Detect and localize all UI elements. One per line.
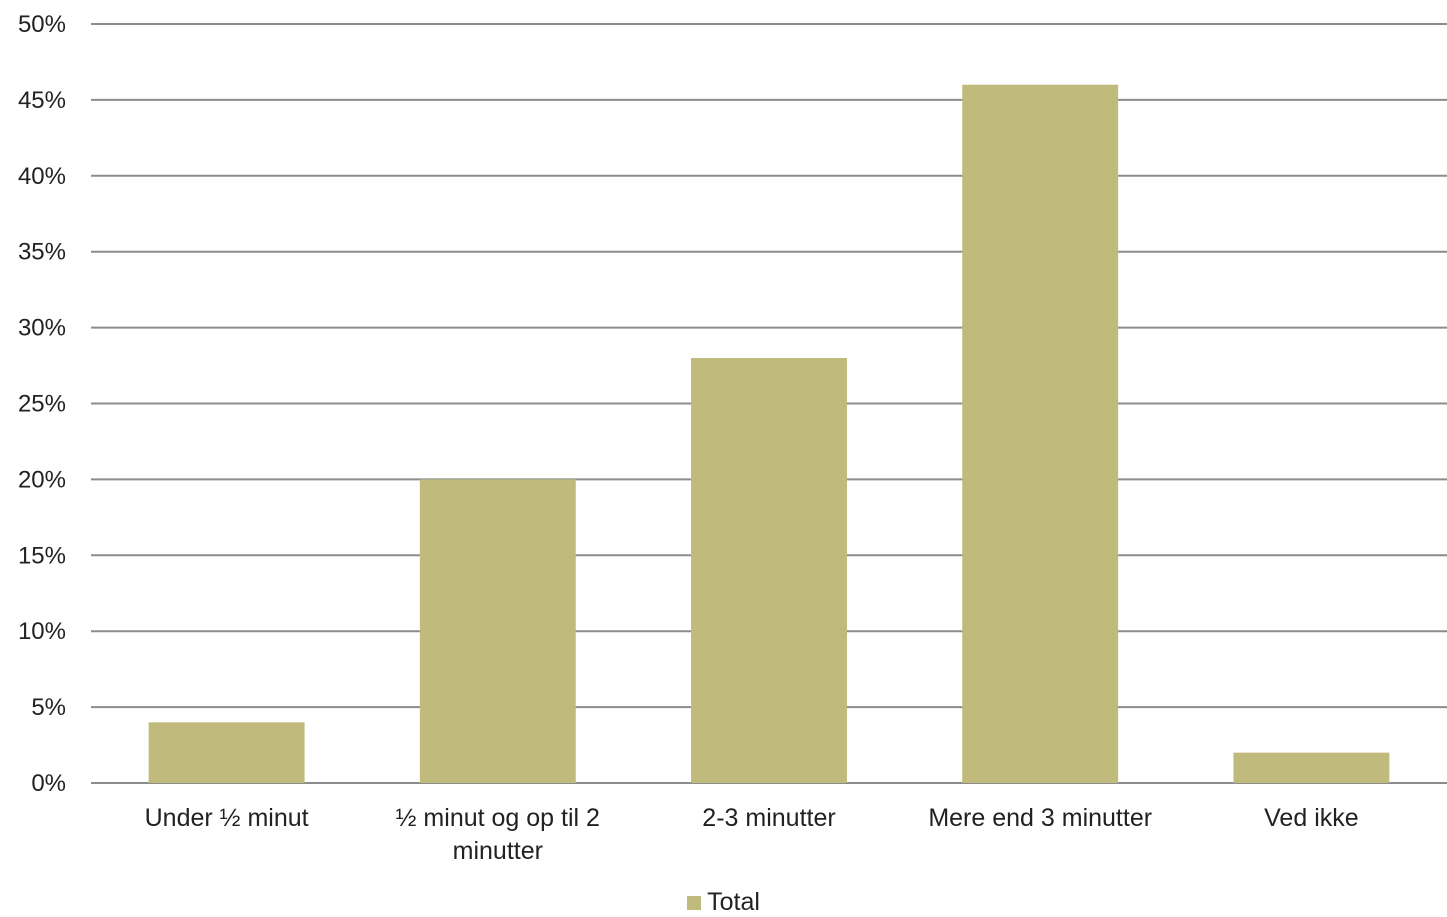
- legend: Total: [0, 888, 1447, 917]
- y-axis-tick-labels: 0% 5% 10% 15% 20% 25% 30% 35% 40% 45% 50%: [18, 11, 66, 797]
- y-tick-label: 0%: [31, 770, 66, 797]
- bar: [962, 84, 1119, 784]
- y-tick-label: 50%: [18, 11, 66, 38]
- x-category-label: ½ minut og op til 2 minutter: [396, 804, 600, 865]
- y-tick-label: 5%: [31, 694, 66, 721]
- y-tick-label: 30%: [18, 315, 66, 342]
- x-category-label: Mere end 3 minutter: [928, 804, 1152, 832]
- bar: [1233, 752, 1390, 783]
- legend-label-total: Total: [707, 888, 760, 916]
- y-tick-label: 10%: [18, 618, 66, 645]
- bars: [148, 84, 1390, 784]
- x-axis-category-labels: Under ½ minut ½ minut og op til 2 minutter…: [145, 804, 1359, 865]
- y-tick-label: 35%: [18, 239, 66, 266]
- y-tick-label: 15%: [18, 542, 66, 569]
- y-tick-label: 45%: [18, 87, 66, 114]
- y-tick-label: 20%: [18, 466, 66, 493]
- x-category-label: Under ½ minut: [145, 804, 309, 832]
- legend-swatch: [687, 895, 702, 910]
- bar: [148, 722, 305, 783]
- y-tick-label: 25%: [18, 391, 66, 418]
- y-tick-label: 40%: [18, 163, 66, 190]
- x-category-label: Ved ikke: [1264, 804, 1359, 832]
- bar: [691, 357, 847, 783]
- bar: [419, 479, 576, 783]
- x-category-label: 2-3 minutter: [702, 804, 835, 832]
